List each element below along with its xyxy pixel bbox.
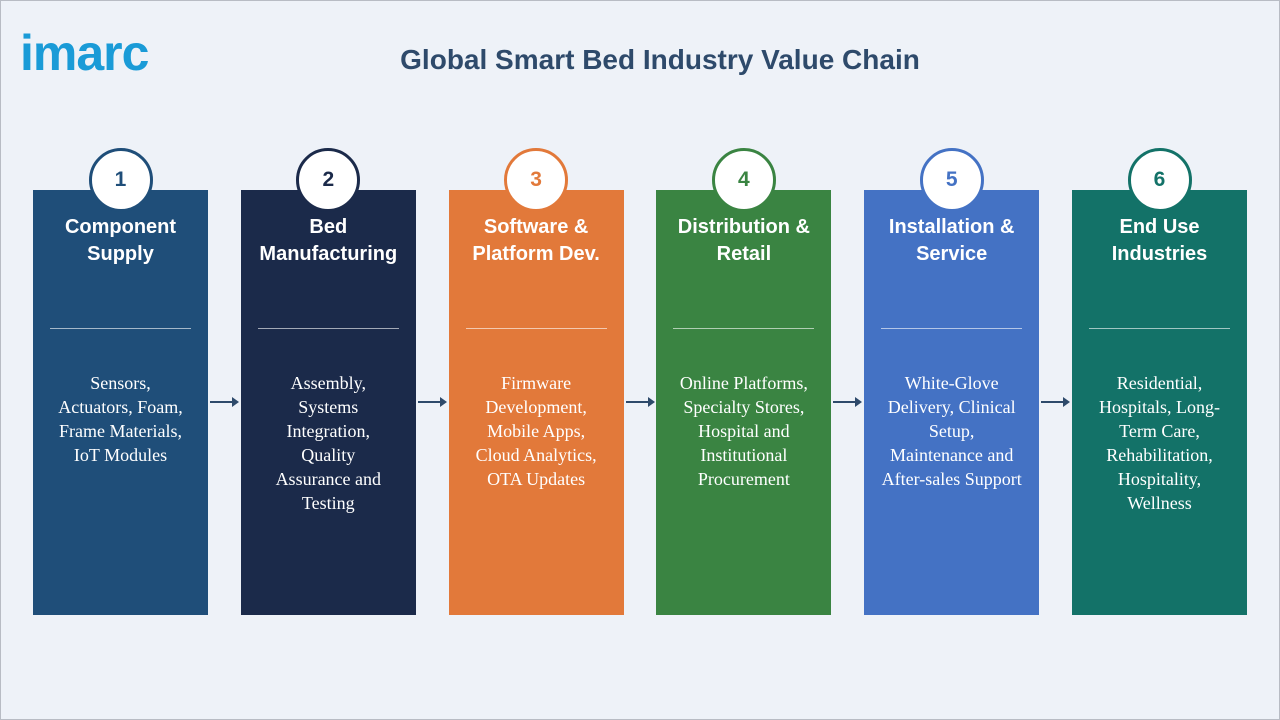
divider <box>257 328 399 329</box>
step-description: Assembly, Systems Integration, Quality Assur… <box>241 371 416 515</box>
description-line: Integration, <box>286 421 371 441</box>
step-description: Online Platforms, Specialty Stores, Hospit… <box>656 371 831 491</box>
description-line: Hospitals, Long- <box>1099 397 1220 417</box>
description-line: Delivery, Clinical <box>887 397 1016 417</box>
step-number: 5 <box>919 148 984 212</box>
description-line: Hospitality, <box>1117 469 1202 489</box>
divider <box>465 328 607 329</box>
step-description: Residential, Hospitals, Long- Term Care, Re… <box>1072 371 1247 515</box>
description-line: After-sales Support <box>881 469 1022 489</box>
step-title: Component Supply <box>33 214 208 268</box>
arrow <box>210 397 239 407</box>
description-line: Firmware <box>501 373 572 393</box>
logo: imarc <box>20 25 149 81</box>
step-number: 4 <box>711 148 776 212</box>
description-line: Rehabilitation, <box>1106 445 1213 465</box>
divider <box>881 328 1023 329</box>
step-title-line: Distribution & <box>677 216 810 238</box>
step-title: Distribution & Retail <box>656 214 831 268</box>
divider <box>673 328 815 329</box>
step-title: Installation & Service <box>864 214 1039 268</box>
step-column: Distribution & Retail Online Platforms, Spe… <box>656 190 832 615</box>
arrow <box>833 397 863 407</box>
step-description: Firmware Development, Mobile Apps, Cloud An… <box>449 371 624 491</box>
step-number: 1 <box>88 148 153 212</box>
description-line: Assurance and <box>275 469 382 489</box>
description-line: Cloud Analytics, <box>475 445 597 465</box>
step-title-line: Retail <box>716 243 772 265</box>
step-title-line: Software & <box>483 216 589 238</box>
description-line: Mobile Apps, <box>487 421 586 441</box>
description-line: Procurement <box>697 469 790 489</box>
description-line: Assembly, <box>290 373 366 393</box>
description-line: Systems <box>298 397 359 417</box>
step-title-line: Service <box>916 243 988 265</box>
description-line: Frame Materials, <box>59 421 182 441</box>
step-column: Bed Manufacturing Assembly, Systems Integrat… <box>240 190 416 615</box>
step-number: 6 <box>1127 148 1192 212</box>
title: Global Smart Bed Industry Value Chain <box>400 44 920 75</box>
description-line: IoT Modules <box>73 445 168 465</box>
description-line: Wellness <box>1127 493 1192 513</box>
divider <box>50 328 191 329</box>
step-description: Sensors, Actuators, Foam, Frame Materials,… <box>33 371 208 467</box>
description-line: Hospital and <box>698 421 790 441</box>
step-title-line: End Use <box>1119 216 1200 238</box>
step-title-line: Industries <box>1111 243 1208 265</box>
step-number: 3 <box>504 148 569 212</box>
description-line: Sensors, <box>90 373 151 393</box>
description-line: Development, <box>485 397 587 417</box>
step-title: Bed Manufacturing <box>241 214 416 268</box>
description-line: White-Glove <box>904 373 999 393</box>
step-title-line: Platform Dev. <box>472 243 600 265</box>
step-title: End Use Industries <box>1072 214 1247 268</box>
description-line: Specialty Stores, <box>683 397 805 417</box>
step-column: Installation & Service White-Glove Delivery… <box>864 190 1040 615</box>
description-line: OTA Updates <box>487 469 586 489</box>
step-title: Software & Platform Dev. <box>449 214 624 268</box>
step-title-line: Manufacturing <box>259 243 398 265</box>
step-title-line: Bed <box>309 216 348 238</box>
description-line: Testing <box>301 493 355 513</box>
arrow <box>417 397 447 407</box>
description-line: Term Care, <box>1119 421 1200 441</box>
description-line: Maintenance and <box>889 445 1014 465</box>
description-line: Residential, <box>1116 373 1203 393</box>
arrow <box>1041 397 1071 407</box>
step-column: End Use Industries Residential, Hospitals, … <box>1072 190 1247 615</box>
step-number: 2 <box>296 148 361 212</box>
description-line: Online Platforms, <box>679 373 808 393</box>
divider <box>1089 328 1230 329</box>
description-line: Quality <box>301 445 356 465</box>
description-line: Actuators, Foam, <box>58 397 183 417</box>
step-column: Software & Platform Dev. Firmware Developme… <box>448 190 624 615</box>
step-title-line: Supply <box>87 243 154 265</box>
description-line: Setup, <box>928 421 975 441</box>
step-description: White-Glove Delivery, Clinical Setup, Maint… <box>864 371 1039 491</box>
step-title-line: Component <box>64 216 177 238</box>
description-line: Institutional <box>700 445 788 465</box>
arrow <box>625 397 655 407</box>
step-title-line: Installation & <box>888 216 1015 238</box>
step-column: Component Supply Sensors, Actuators, Foam, F… <box>33 190 208 615</box>
